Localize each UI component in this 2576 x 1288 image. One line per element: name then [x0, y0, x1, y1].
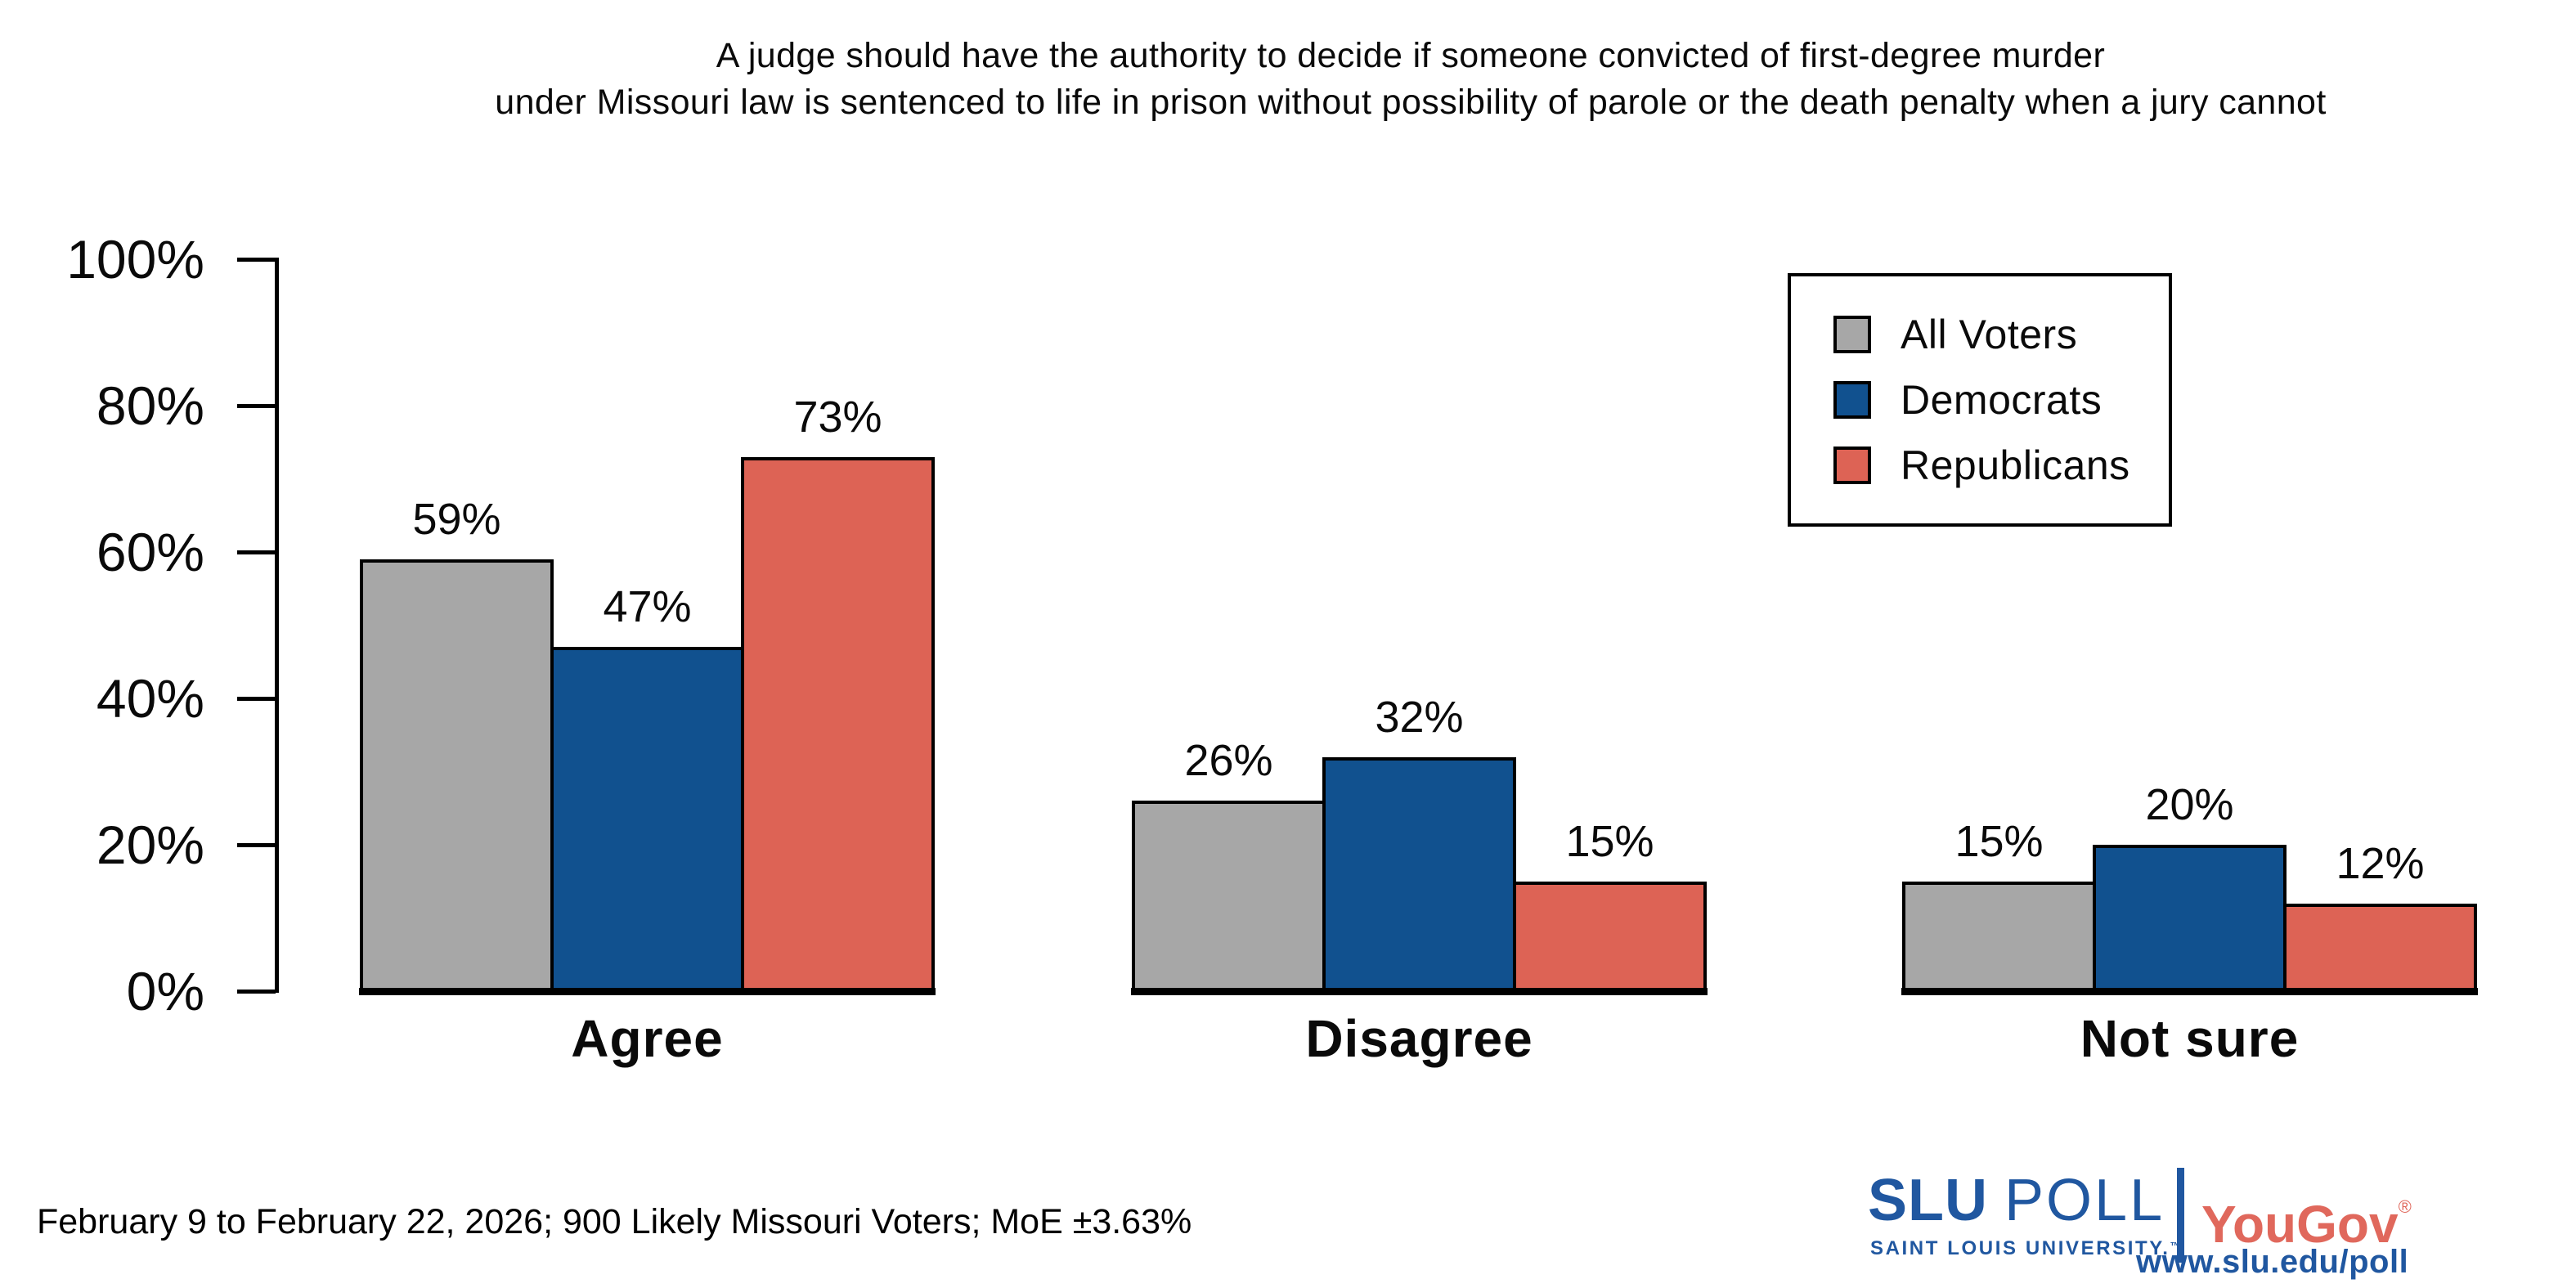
y-axis-tick	[237, 550, 276, 554]
bar-agree-republicans	[741, 457, 935, 991]
y-axis-tick-label: 60%	[96, 522, 204, 582]
y-axis-tick	[237, 404, 276, 408]
bar-disagree-democrats	[1322, 757, 1516, 991]
bar-value-label: 20%	[2145, 780, 2234, 829]
slu-poll-logo: SLU POLL	[1868, 1171, 2165, 1230]
saint-louis-university-wordmark: SAINT LOUIS UNIVERSITY.™	[1870, 1237, 2181, 1259]
legend-swatch-democrats	[1833, 381, 1871, 419]
legend-label-republicans: Republicans	[1901, 442, 2130, 488]
bar-not-sure-all-voters	[1902, 882, 2096, 991]
slu-poll-logo-slu: SLU	[1868, 1168, 1988, 1233]
bar-not-sure-republicans	[2283, 904, 2477, 991]
bar-value-label: 12%	[2336, 839, 2425, 888]
chart-title-line2: under Missouri law is sentenced to life …	[495, 83, 2327, 122]
y-axis-tick	[237, 258, 276, 262]
slu-poll-logo-poll: POLL	[2004, 1168, 2165, 1233]
bar-agree-all-voters	[360, 559, 554, 991]
bar-value-label: 73%	[793, 393, 882, 442]
logo-separator-bar	[2177, 1168, 2184, 1263]
legend-item-republicans: Republicans	[1833, 445, 2169, 486]
y-axis-tick	[237, 697, 276, 701]
yougov-logo: YouGov®	[2201, 1195, 2412, 1254]
y-axis-tick-label: 20%	[96, 815, 204, 875]
y-axis-tick-label: 40%	[96, 668, 204, 729]
bar-agree-democrats	[550, 647, 744, 991]
legend: All Voters Democrats Republicans	[1788, 273, 2172, 527]
bar-value-label: 47%	[603, 582, 692, 631]
y-axis-tick	[237, 843, 276, 847]
bar-value-label: 15%	[1954, 817, 2044, 866]
bar-value-label: 26%	[1184, 736, 1273, 785]
chart-title-line1: A judge should have the authority to dec…	[716, 36, 2106, 75]
category-label-disagree: Disagree	[1305, 1009, 1533, 1068]
y-axis-tick-label: 80%	[96, 375, 204, 436]
y-axis-tick	[237, 990, 276, 994]
bar-disagree-all-voters	[1132, 801, 1326, 991]
bar-group-baseline	[1901, 988, 2478, 995]
bar-not-sure-democrats	[2093, 845, 2287, 991]
chart-title: A judge should have the authority to dec…	[245, 33, 2576, 126]
bar-disagree-republicans	[1513, 882, 1707, 991]
registered-symbol: ®	[2398, 1196, 2412, 1217]
category-label-not-sure: Not sure	[2080, 1009, 2300, 1068]
y-axis-tick-label: 100%	[66, 229, 204, 289]
legend-label-democrats: Democrats	[1901, 377, 2103, 423]
footer-methodology-note: February 9 to February 22, 2026; 900 Lik…	[37, 1202, 1192, 1241]
legend-item-democrats: Democrats	[1833, 379, 2169, 420]
y-axis-tick-label: 0%	[126, 961, 204, 1021]
bar-value-label: 32%	[1375, 693, 1464, 742]
slu-poll-url: www.slu.edu/poll	[2136, 1244, 2409, 1280]
bar-value-label: 59%	[412, 495, 501, 544]
bar-value-label: 15%	[1565, 817, 1654, 866]
legend-label-all-voters: All Voters	[1901, 312, 2078, 357]
y-axis-line	[275, 258, 279, 993]
bar-group-baseline	[359, 988, 936, 995]
category-label-agree: Agree	[571, 1009, 724, 1068]
legend-item-all-voters: All Voters	[1833, 314, 2169, 355]
legend-swatch-republicans	[1833, 447, 1871, 484]
legend-swatch-all-voters	[1833, 316, 1871, 353]
bar-group-baseline	[1131, 988, 1708, 995]
